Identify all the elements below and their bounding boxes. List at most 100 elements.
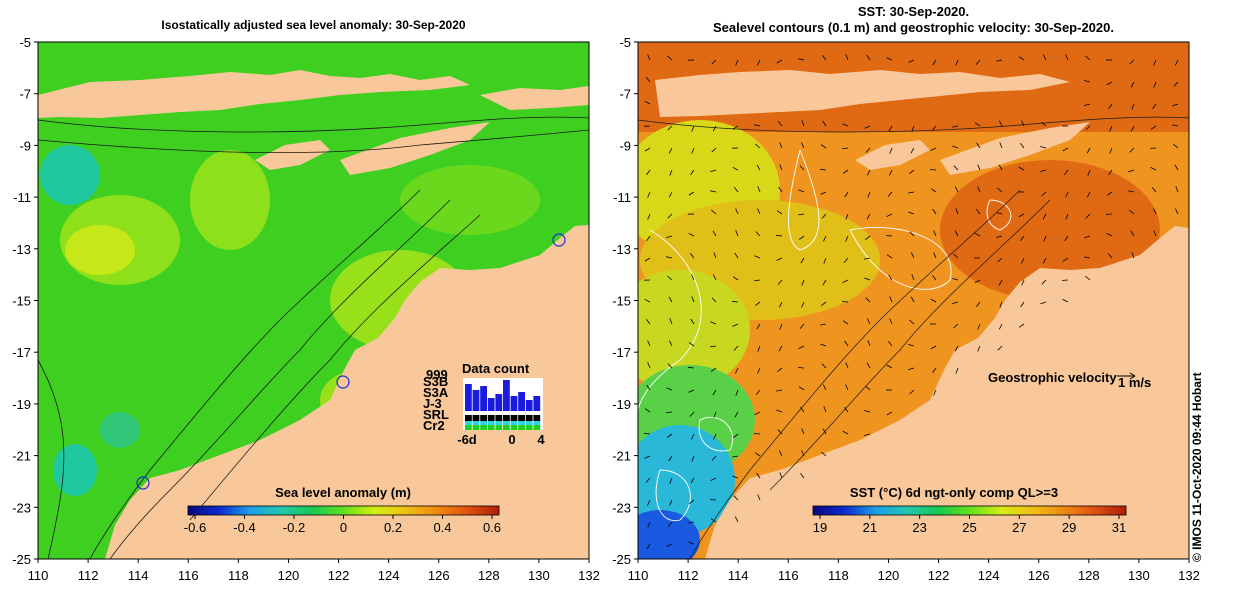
- velocity-arrow: [667, 275, 673, 281]
- velocity-arrow: [646, 543, 651, 550]
- velocity-arrow: [821, 363, 827, 369]
- data-count-bar-segment: [480, 415, 487, 421]
- data-count-bar-segment: [525, 411, 533, 415]
- velocity-arrow: [1021, 279, 1025, 286]
- velocity-arrow: [798, 189, 805, 193]
- velocity-arrow: [666, 543, 673, 547]
- right-map-axes: 110 112 114 116 118 120 122 124 126 128 130 132 -5 -7…: [612, 35, 1200, 583]
- velocity-arrow: [930, 298, 937, 303]
- data-count-bar-segment: [533, 415, 541, 421]
- latitude-tick-label: -17: [12, 345, 31, 360]
- colorbar-tick-label: 31: [1112, 520, 1126, 535]
- velocity-arrow: [753, 433, 761, 435]
- velocity-arrow: [757, 186, 761, 193]
- velocity-arrow: [1151, 187, 1157, 193]
- velocity-arrow: [734, 411, 739, 418]
- data-count-bar-segment: [525, 400, 533, 411]
- data-count-bar-segment: [487, 411, 495, 415]
- velocity-arrow: [865, 385, 871, 391]
- velocity-arrow: [754, 301, 761, 306]
- velocity-arrow: [798, 58, 805, 61]
- velocity-arrow: [647, 340, 651, 347]
- velocity-arrow: [778, 186, 783, 193]
- velocity-arrow: [776, 210, 783, 215]
- velocity-arrow: [713, 252, 717, 259]
- velocity-arrow: [932, 208, 937, 215]
- velocity-arrow: [954, 345, 959, 352]
- velocity-arrow: [823, 235, 827, 242]
- sla-low-patch: [40, 145, 100, 205]
- sst-colorbar-bar: [812, 505, 1127, 516]
- latitude-tick-label: -9: [19, 138, 31, 153]
- colorbar-tick-label: 29: [1062, 520, 1076, 535]
- velocity-arrow: [822, 279, 827, 286]
- velocity-arrow: [865, 297, 871, 303]
- velocity-arrow: [1131, 252, 1135, 259]
- velocity-arrow: [865, 235, 871, 241]
- velocity-arrow: [1106, 81, 1113, 86]
- velocity-arrow: [757, 494, 761, 501]
- velocity-arrow: [688, 521, 695, 524]
- velocity-arrow: [735, 59, 739, 66]
- velocity-arrow: [735, 208, 739, 215]
- longitude-tick-label: 130: [1128, 568, 1150, 583]
- data-count-x-tick: 4: [537, 432, 545, 447]
- velocity-arrow: [1152, 103, 1157, 110]
- velocity-arrow: [822, 120, 827, 127]
- velocity-arrow: [733, 433, 739, 439]
- velocity-arrow: [754, 411, 761, 415]
- velocity-arrow: [732, 125, 739, 130]
- left-map-axes: 110 112 114 116 118 120 122 124 126 128 130 132 -5 -7…: [12, 35, 600, 583]
- satellite-label: Cr2: [423, 418, 445, 433]
- velocity-arrow: [710, 321, 717, 325]
- data-count-bar-segment: [510, 411, 518, 415]
- velocity-arrow: [798, 345, 805, 349]
- sst-colorbar-label: SST (°C) 6d ngt-only comp QL>=3: [850, 485, 1058, 500]
- velocity-arrow: [732, 323, 739, 327]
- velocity-arrow: [668, 147, 673, 154]
- sst-yellow-region: [638, 270, 750, 390]
- velocity-arrow: [885, 235, 893, 237]
- velocity-arrow: [1085, 55, 1091, 61]
- velocity-arrow: [755, 389, 761, 395]
- velocity-arrow: [887, 191, 893, 197]
- velocity-arrow: [842, 279, 849, 283]
- velocity-arrow: [668, 455, 673, 462]
- velocity-arrow: [911, 274, 915, 281]
- latitude-tick-label: -5: [619, 35, 631, 50]
- velocity-arrow: [889, 296, 893, 303]
- velocity-arrow: [977, 345, 981, 352]
- velocity-arrow: [976, 142, 981, 149]
- indonesia-islands: [38, 70, 470, 118]
- velocity-arrow: [1174, 59, 1179, 66]
- velocity-arrow: [645, 77, 651, 83]
- velocity-arrow: [867, 191, 871, 198]
- bathymetry-contours: [638, 116, 1189, 559]
- longitude-tick-label: 128: [1078, 568, 1100, 583]
- longitude-tick-label: 122: [328, 568, 350, 583]
- velocity-arrow: [844, 340, 849, 347]
- velocity-arrow: [797, 367, 805, 369]
- longitude-tick-label: 132: [578, 568, 600, 583]
- timor-island: [940, 122, 1090, 175]
- longitude-tick-label: 126: [428, 568, 450, 583]
- velocity-arrow: [643, 432, 651, 435]
- sumba-island: [855, 140, 930, 170]
- velocity-arrow: [1064, 169, 1069, 176]
- velocity-arrow: [669, 477, 673, 484]
- velocity-arrow: [1065, 54, 1069, 61]
- longitude-tick-label: 118: [828, 568, 849, 583]
- velocity-arrow: [691, 455, 695, 462]
- velocity-arrow: [999, 301, 1003, 308]
- sla-colorbar-label: Sea level anomaly (m): [275, 485, 411, 500]
- data-count-bar-segment: [487, 398, 495, 411]
- velocity-arrow: [735, 367, 739, 374]
- velocity-arrow: [996, 235, 1003, 238]
- velocity-arrow: [733, 345, 739, 351]
- velocity-arrow: [953, 165, 959, 171]
- data-count-bar-segment: [510, 396, 518, 411]
- velocity-arrow: [1084, 103, 1091, 106]
- velocity-arrow: [996, 59, 1003, 62]
- velocity-arrow: [911, 125, 915, 132]
- velocity-arrow: [930, 345, 937, 350]
